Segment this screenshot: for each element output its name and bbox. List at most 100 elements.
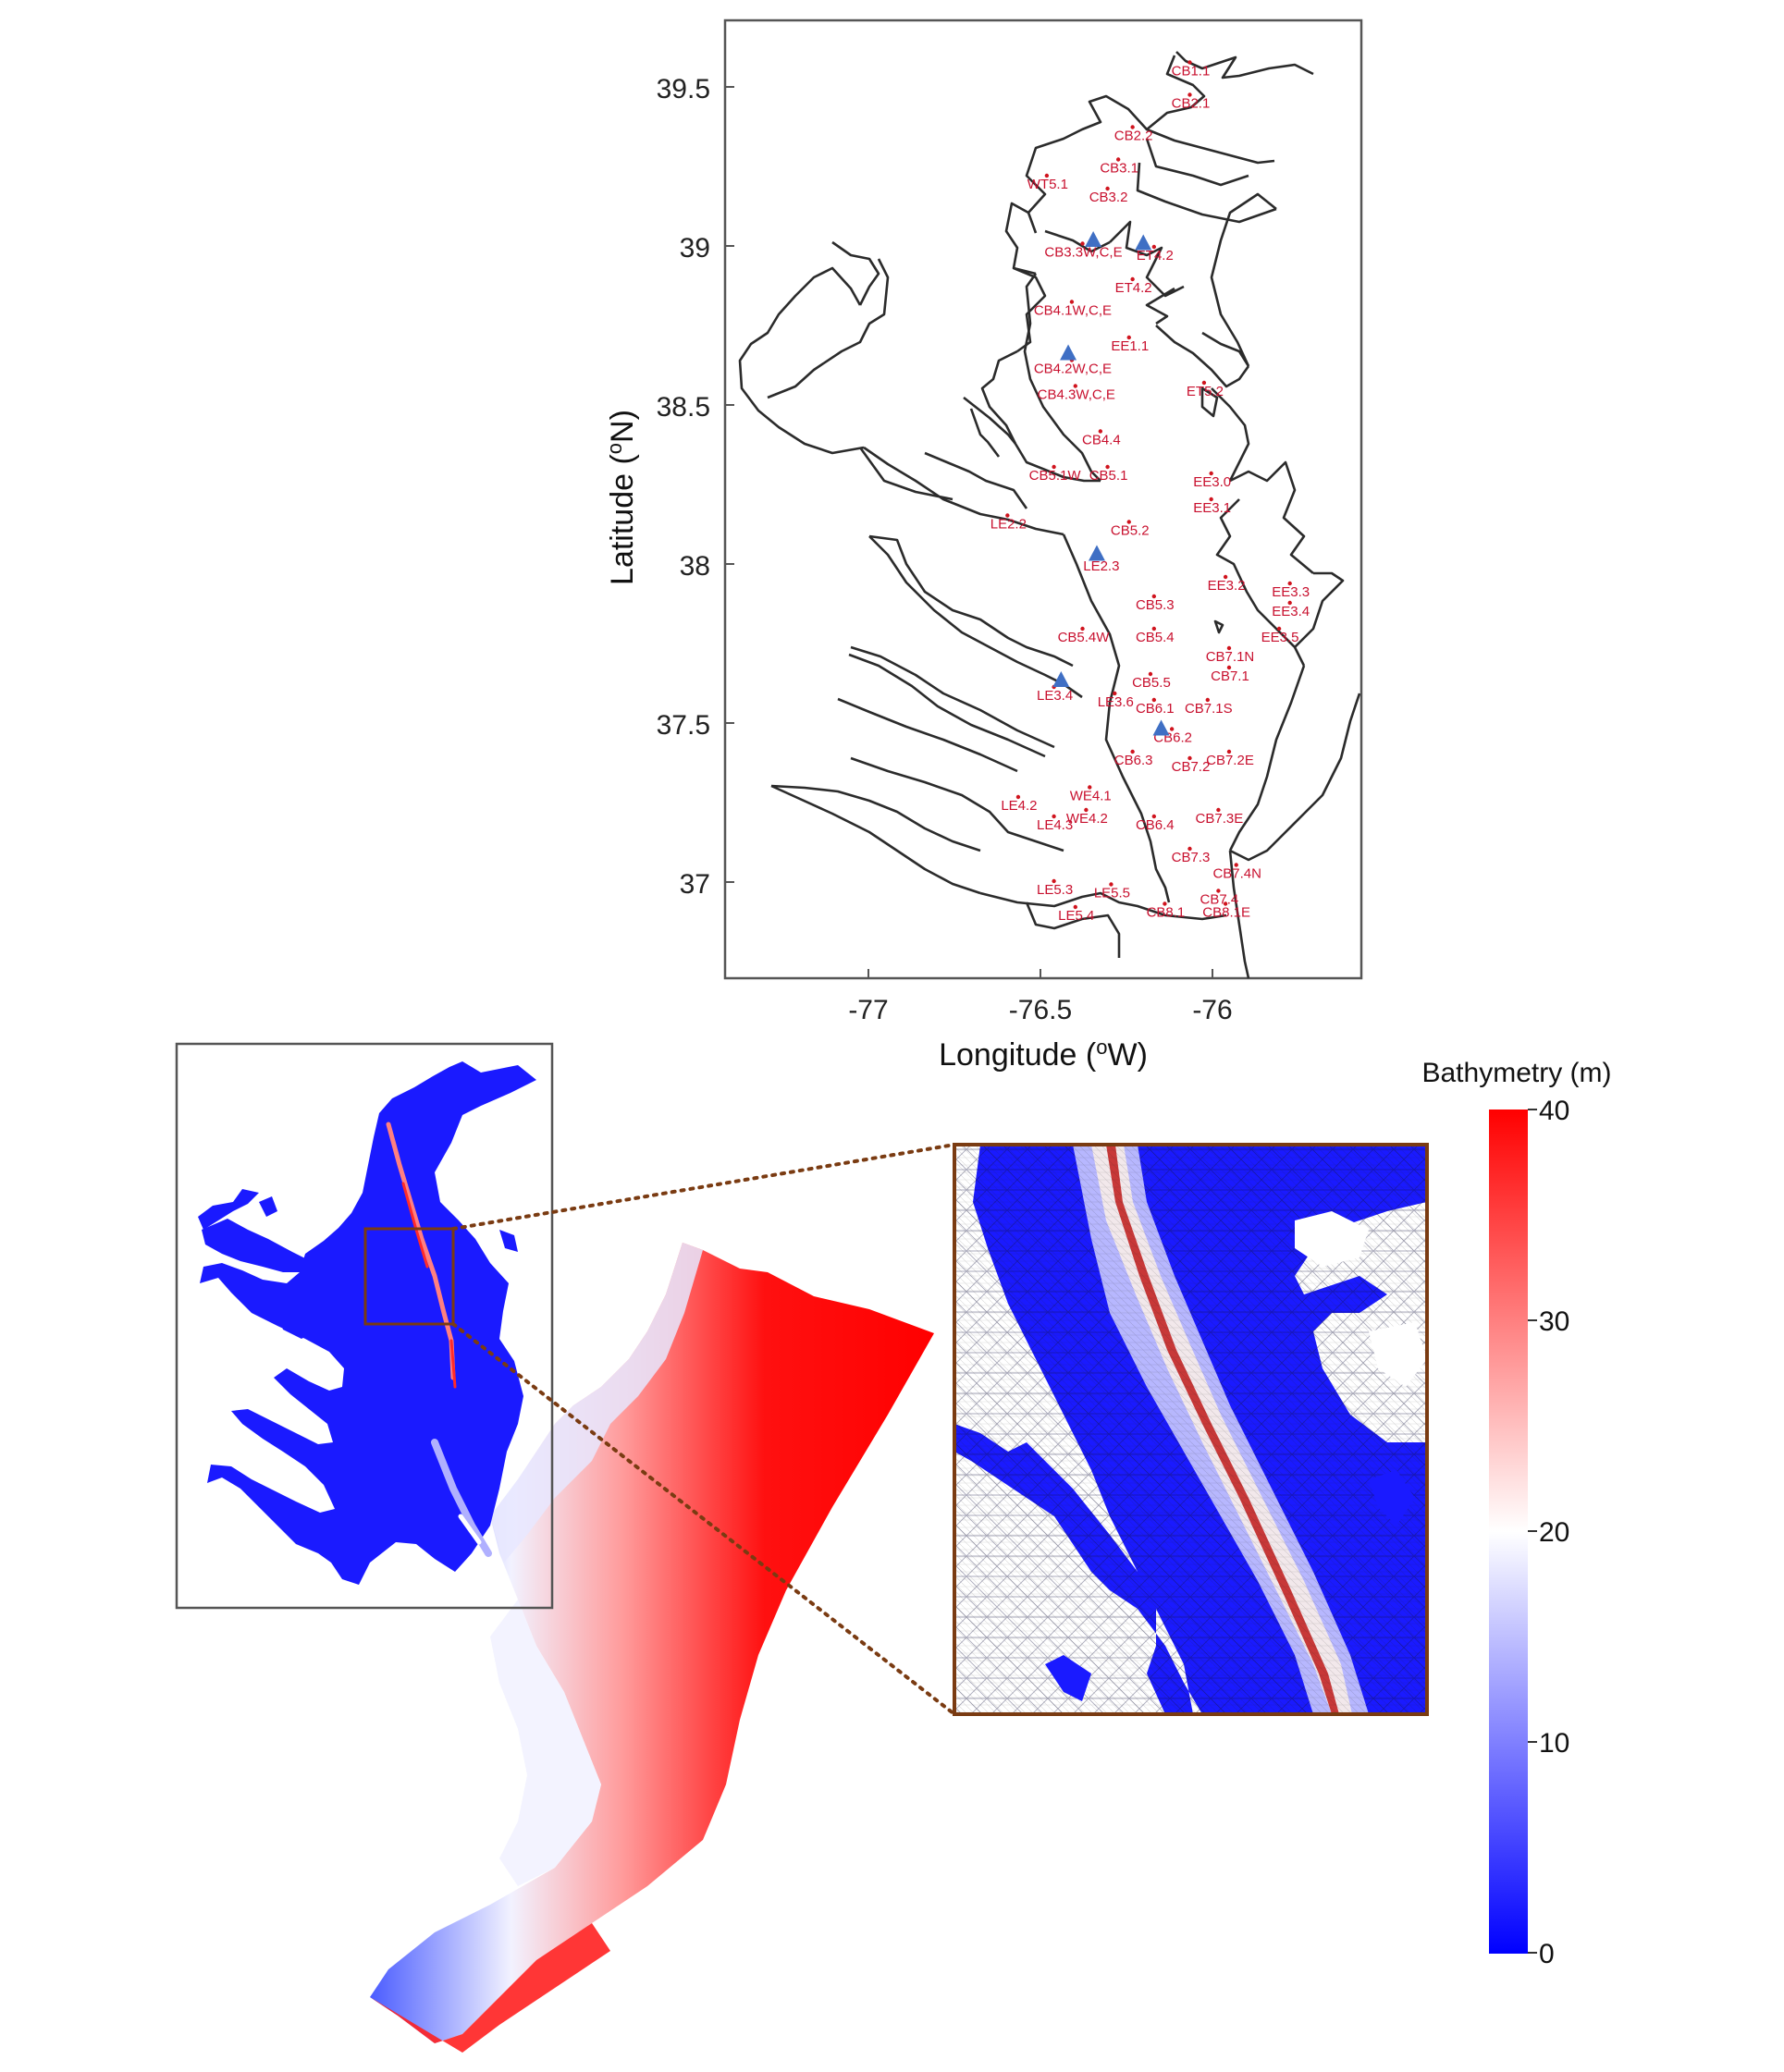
station-label: CB3.3W,C,E — [1044, 245, 1122, 261]
map-ticks — [725, 86, 1213, 978]
station-point — [1151, 594, 1157, 599]
station-label: CB5.2 — [1111, 523, 1150, 539]
station-point — [1115, 157, 1121, 162]
station-point — [1187, 755, 1192, 761]
overview-frame — [175, 1042, 554, 1610]
station-markers: CB1.1 CB2.1 CB2.2 CB3.1 WT5.1 CB3.2 CB3.3W,C,E… — [990, 60, 1310, 924]
station-point — [1187, 60, 1192, 65]
bathymetry-map — [175, 1042, 956, 2053]
station-label: CB7.2E — [1206, 753, 1254, 768]
station-point — [1080, 241, 1085, 246]
map-frame — [723, 18, 1363, 980]
station-label: LE5.3 — [1037, 882, 1073, 898]
station-point — [1163, 901, 1167, 906]
x-axis-label: Longitude (oW) — [939, 1036, 1148, 1073]
station-label: CB2.1 — [1172, 96, 1211, 112]
station-label: CB6.4 — [1136, 817, 1175, 833]
station-label: CB7.1 — [1211, 668, 1249, 684]
colorbar-ramp — [1489, 1110, 1528, 1954]
colorbar: Bathymetry (m) 40 30 20 10 0 — [1421, 1058, 1611, 1969]
station-label: CB7.3 — [1172, 850, 1211, 865]
monitoring-triangle-marker — [1052, 671, 1070, 687]
station-point — [1044, 173, 1050, 178]
y-axis-label-sup: o — [603, 443, 626, 454]
colorbar-tick-label: 30 — [1539, 1306, 1569, 1337]
station-label: CB5.4W — [1058, 630, 1111, 645]
monitoring-triangles — [1052, 231, 1170, 736]
bay-channel — [386, 1122, 492, 1557]
station-label: EE1.1 — [1111, 338, 1149, 354]
x-axis-label-end: W) — [1107, 1037, 1147, 1073]
station-label: CB3.2 — [1089, 190, 1128, 205]
station-point — [1130, 125, 1135, 129]
station-label: CB6.1 — [1136, 701, 1175, 717]
station-label: CB2.2 — [1114, 129, 1153, 144]
station-point — [1073, 904, 1077, 910]
station-label: CB7.1N — [1206, 649, 1255, 665]
station-point — [1209, 471, 1213, 476]
shelf-region — [370, 1243, 934, 2043]
colorbar-tick-label: 10 — [1539, 1728, 1569, 1759]
monitoring-triangle-marker — [1085, 231, 1102, 247]
station-point — [1187, 846, 1192, 852]
y-tick-label: 38.5 — [657, 392, 710, 423]
station-point — [1080, 626, 1085, 631]
station-point — [1130, 276, 1135, 282]
station-point — [1226, 749, 1232, 754]
station-label: CB7.2 — [1172, 759, 1211, 775]
station-label: CB7.4 — [1200, 892, 1239, 908]
station-point — [1073, 384, 1077, 388]
colorbar-tick-label: 40 — [1539, 1096, 1569, 1126]
y-tick-label: 39.5 — [657, 74, 710, 104]
y-tick-label: 37.5 — [657, 710, 710, 741]
station-point — [1084, 807, 1089, 813]
station-label: LE2.2 — [990, 517, 1027, 533]
station-point — [1098, 429, 1103, 434]
zoom-connector-bottom — [451, 1322, 956, 1716]
station-point — [1151, 814, 1157, 819]
station-point — [1105, 186, 1110, 191]
y-axis-label-main: Latitude ( — [605, 454, 640, 585]
station-label: CB1.1 — [1172, 64, 1211, 80]
station-point — [1130, 749, 1135, 754]
station-point — [1169, 727, 1175, 731]
station-point — [1216, 807, 1221, 813]
y-tick-label: 37 — [680, 869, 710, 900]
station-map: -77 -76.5 -76 37 37.5 38 38.5 39 39.5 Lo… — [603, 18, 1363, 1073]
station-label: EE3.5 — [1261, 630, 1299, 645]
station-label: EE3.2 — [1208, 578, 1246, 594]
station-label: LE4.3 — [1037, 817, 1073, 833]
station-label: EE3.1 — [1193, 500, 1231, 516]
station-label: ET5.2 — [1187, 384, 1224, 399]
station-point — [1105, 464, 1110, 470]
colorbar-tick-label: 20 — [1539, 1517, 1569, 1548]
station-point — [1205, 697, 1210, 703]
x-tick-label: -76.5 — [1009, 995, 1072, 1025]
station-point — [1069, 300, 1075, 304]
station-point — [1109, 882, 1113, 887]
station-point — [1226, 665, 1232, 670]
station-point — [1287, 600, 1292, 606]
station-label: CB7.4N — [1212, 866, 1261, 882]
zoom-box — [363, 1227, 455, 1326]
station-point — [1005, 513, 1010, 518]
station-label: LE5.4 — [1058, 908, 1094, 924]
station-label: WT5.1 — [1027, 177, 1068, 192]
monitoring-triangle-marker — [1135, 234, 1152, 251]
station-point — [1151, 244, 1157, 250]
station-point — [1187, 92, 1192, 97]
station-label: EE3.0 — [1193, 474, 1231, 490]
station-label: CB4.1W,C,E — [1034, 303, 1112, 319]
station-label: EE3.3 — [1272, 584, 1310, 600]
monitoring-triangle-marker — [1060, 344, 1077, 361]
monitoring-triangle-marker — [1088, 545, 1105, 561]
y-axis-label-end: N) — [605, 410, 640, 443]
station-label: CB5.5 — [1132, 675, 1171, 691]
station-label: CB4.3W,C,E — [1038, 387, 1115, 403]
station-point — [1201, 380, 1207, 386]
station-point — [1209, 497, 1213, 502]
station-label: LE5.5 — [1094, 886, 1130, 901]
inset-frame — [953, 1143, 1429, 1716]
station-label: LE2.3 — [1083, 558, 1119, 574]
station-label: LE4.2 — [1001, 798, 1037, 814]
